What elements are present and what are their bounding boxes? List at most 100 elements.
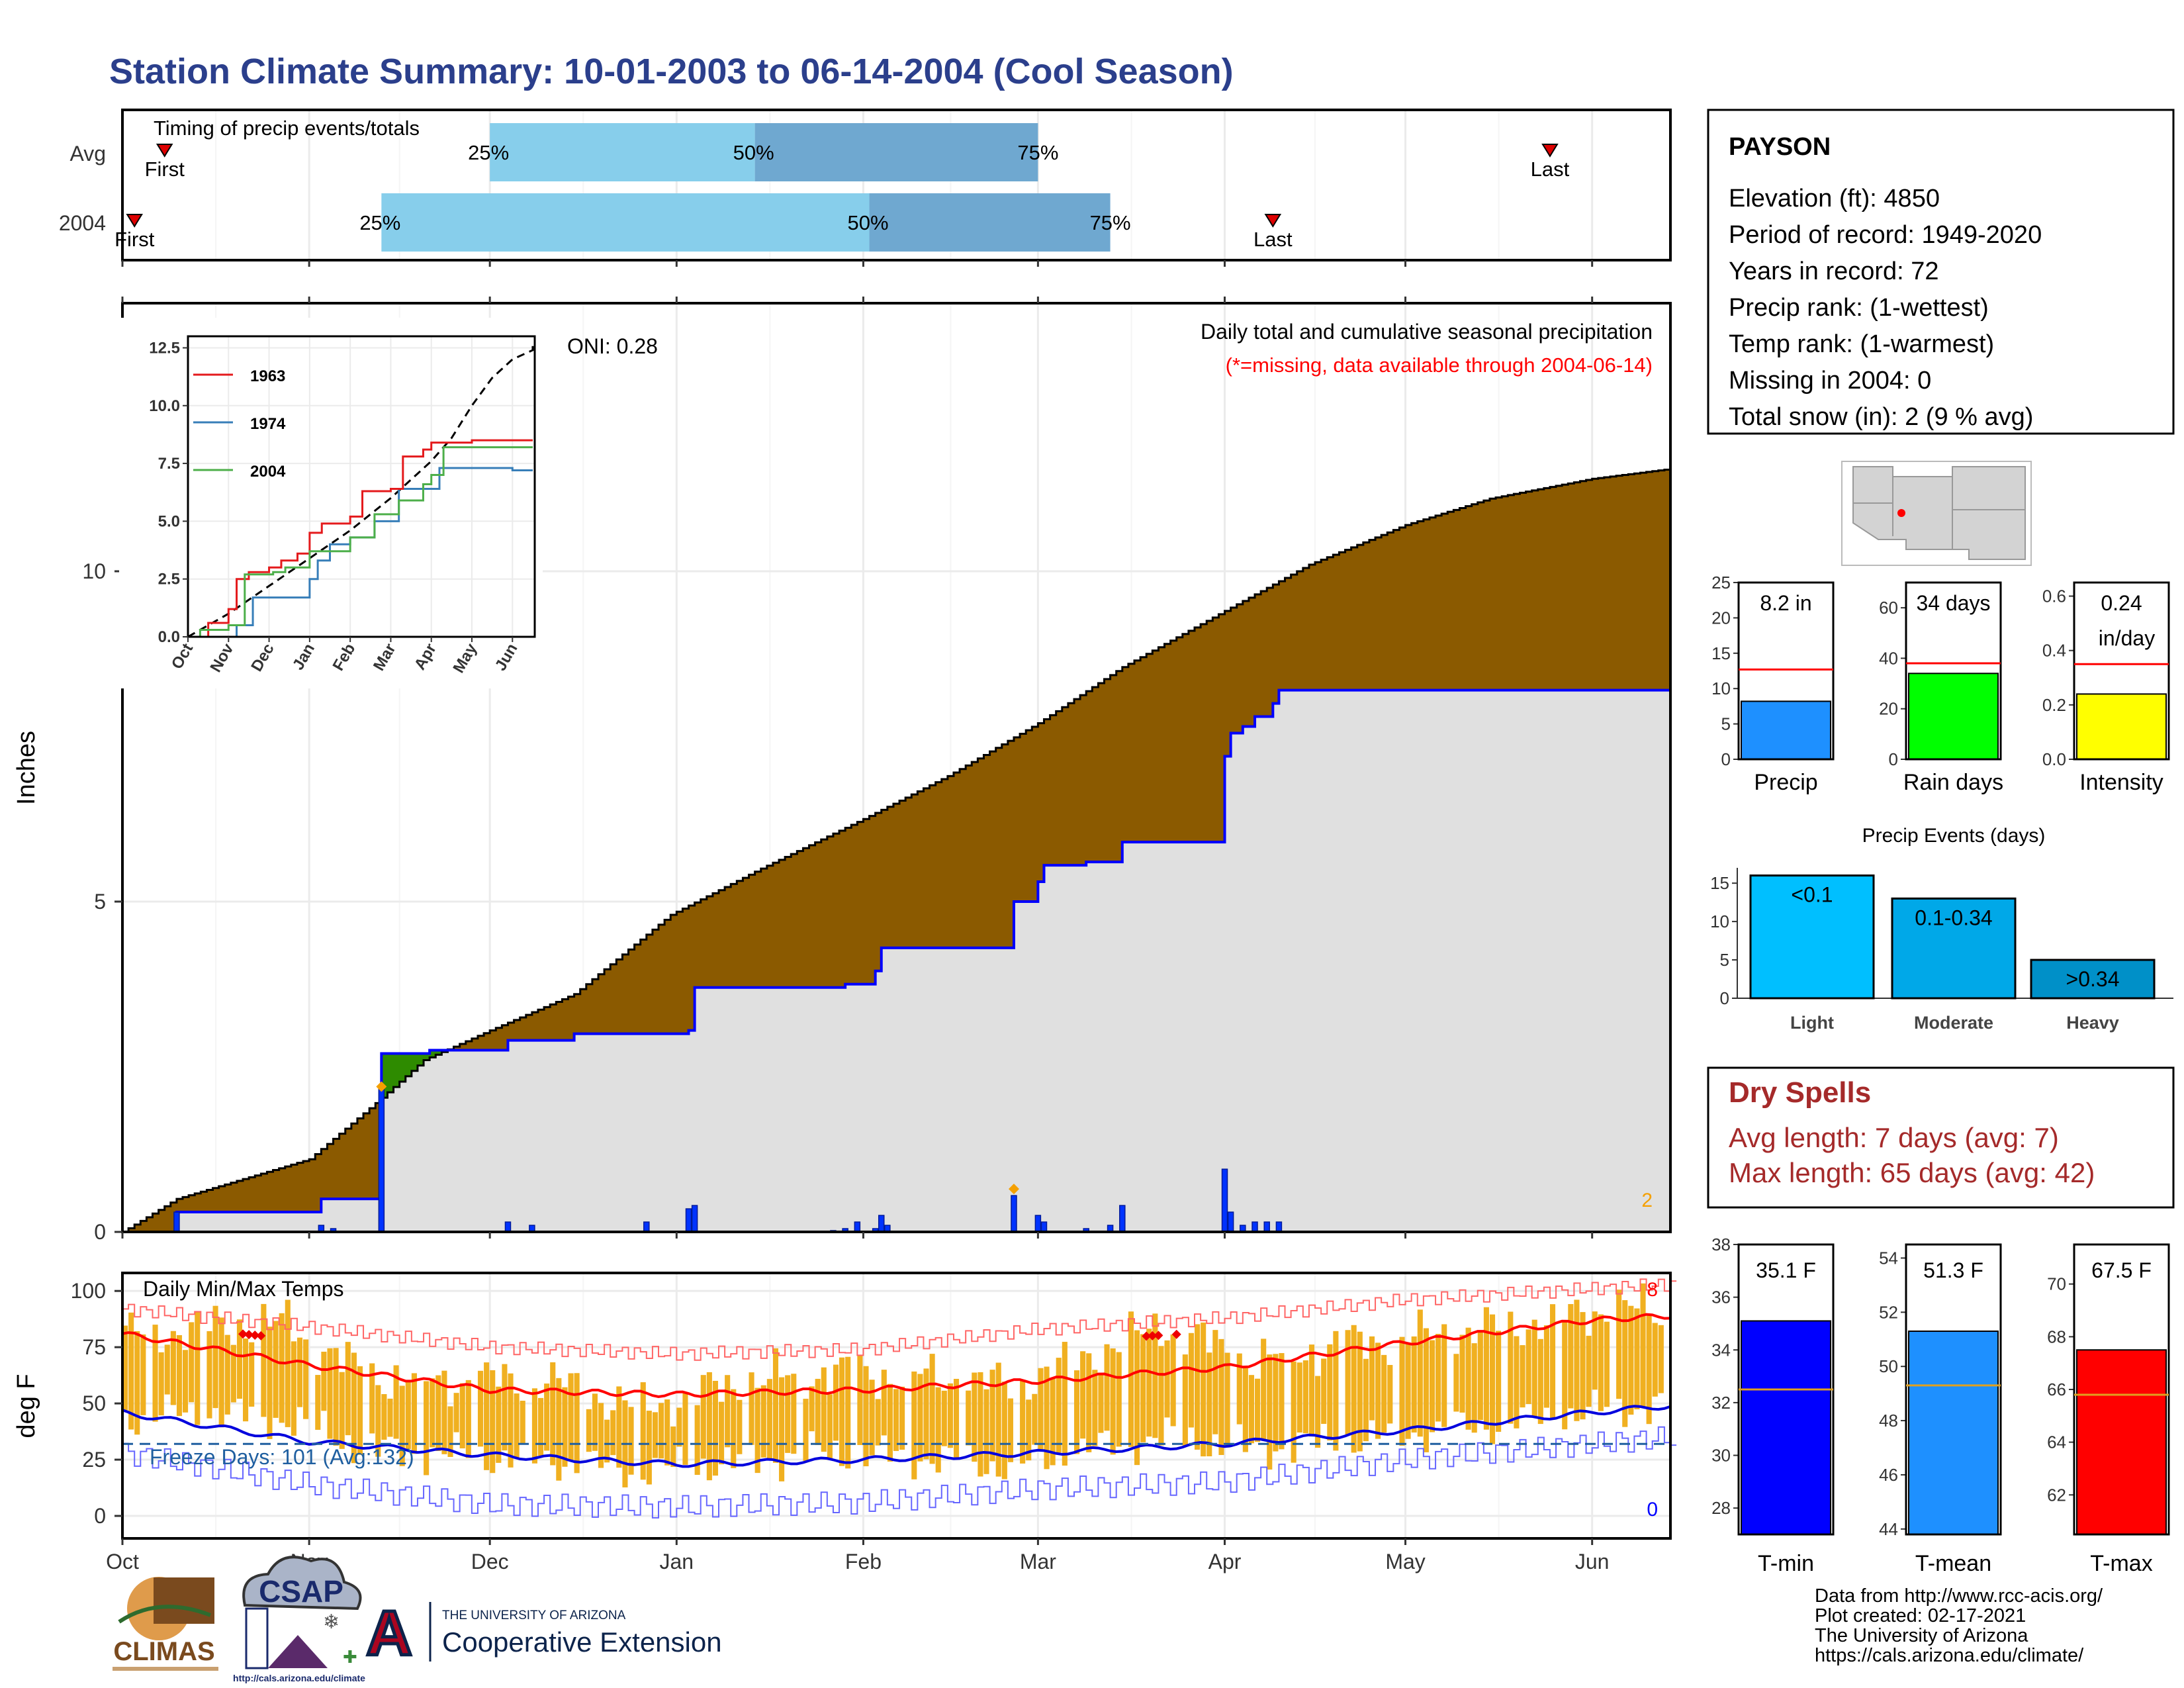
temp-daily-bar	[1543, 1325, 1549, 1408]
temp-daily-bar	[267, 1327, 273, 1439]
temp-daily-bar	[610, 1410, 616, 1456]
temp-daily-bar	[508, 1373, 514, 1468]
record-high-marker-icon	[244, 1330, 254, 1340]
record-high-marker-icon	[256, 1331, 266, 1340]
temp-daily-bar	[1050, 1378, 1056, 1466]
timing-last-marker-icon	[1264, 214, 1282, 228]
precip-y-tick-label: 5	[94, 890, 106, 914]
deficit-area	[122, 469, 1670, 1232]
station-info-box: PAYSON Elevation (ft): 4850 Period of re…	[1707, 109, 2175, 435]
temp-daily-bar	[291, 1341, 296, 1436]
temp-summary-category-label: T-max	[2090, 1551, 2152, 1576]
precip-y-axis: 0 5 10	[82, 297, 1594, 1244]
freeze-days-label: Freeze Days: 101 (Avg:132)	[150, 1445, 414, 1469]
csap-logo-snowflake-icon: ❄	[323, 1611, 340, 1633]
record-high-marker-icon	[1148, 1331, 1158, 1340]
temp-daily-bar	[1375, 1342, 1381, 1439]
temp-summary-t-mean: 44 46 48 50 52 54 51.3 F T-mean	[1879, 1243, 2002, 1576]
timing-q25-label: 25%	[468, 141, 509, 164]
temp-daily-bar	[496, 1386, 502, 1463]
temp-daily-bar	[1255, 1378, 1261, 1442]
climas-logo-block	[154, 1577, 214, 1624]
temp-summary-y-tick-label: 48	[1879, 1411, 1898, 1430]
temp-summary-y-tick-label: 34	[1711, 1340, 1731, 1360]
temp-daily-bars	[122, 1283, 1664, 1487]
ua-logo-small: THE UNIVERSITY OF ARIZONA	[442, 1609, 626, 1622]
temp-daily-bar	[315, 1375, 321, 1430]
temp-daily-bar	[1363, 1358, 1369, 1442]
temp-summary-y-tick-label: 62	[2047, 1485, 2066, 1505]
temp-daily-bar	[598, 1403, 604, 1468]
temp-daily-bar	[989, 1370, 995, 1462]
temp-daily-bar	[700, 1375, 706, 1459]
temp-daily-bar	[375, 1385, 381, 1457]
temp-daily-bar	[1646, 1314, 1652, 1425]
mini-bar-y-tick-label: 0	[1889, 749, 1898, 769]
temp-daily-bar	[1026, 1399, 1032, 1461]
temp-daily-bar	[399, 1385, 405, 1466]
temp-daily-bar	[1580, 1312, 1586, 1420]
inset-legend: 1963 1974 2004	[193, 367, 286, 481]
temp-daily-bar	[351, 1352, 357, 1464]
temp-daily-bar	[1604, 1321, 1610, 1407]
timing-panel: Timing of precip events/totals Avg 2004 …	[59, 109, 1672, 267]
events-bar-light	[1749, 874, 1875, 1000]
temp-daily-bar	[779, 1377, 785, 1481]
temp-daily-bar	[815, 1378, 821, 1446]
temp-y-tick-label: 0	[94, 1504, 106, 1528]
oni-label: ONI: 0.28	[567, 334, 658, 358]
temp-daily-bar	[1429, 1340, 1435, 1432]
temp-daily-bar	[1333, 1331, 1339, 1451]
temp-frame	[121, 1272, 1672, 1540]
daily-precip-bar	[854, 1221, 861, 1233]
temp-daily-bar	[604, 1419, 610, 1463]
temp-daily-bar	[261, 1303, 267, 1417]
mini-bar-y-tick-label: 0.2	[2042, 695, 2066, 715]
month-tick-label: Mar	[1020, 1550, 1056, 1573]
temp-daily-bar	[1279, 1353, 1285, 1450]
temp-daily-bar	[158, 1352, 164, 1416]
inset-line-1963	[188, 439, 533, 638]
map-states-shape	[1852, 466, 2026, 560]
mini-bar-category-label: Precip	[1754, 770, 1817, 795]
month-tick-label: Apr	[1208, 1550, 1242, 1573]
timing-q25-label: 25%	[359, 211, 400, 234]
temp-daily-bar	[731, 1389, 737, 1468]
mini-bar-y-tick-label: 0.6	[2042, 586, 2066, 606]
temp-daily-bar	[1658, 1325, 1664, 1393]
mini-bar-y-tick-label: 5	[1721, 714, 1731, 734]
station-temp-rank: Temp rank: (1-warmest)	[1729, 330, 1994, 358]
temp-daily-bar	[839, 1357, 845, 1466]
record-min-line	[122, 1426, 1677, 1519]
temp-daily-bar	[1218, 1338, 1224, 1456]
temp-daily-bar	[1562, 1322, 1568, 1430]
precip-y-tick-label: 0	[94, 1220, 106, 1244]
inset-lines	[187, 345, 534, 638]
temp-daily-bar	[122, 1325, 128, 1413]
temp-daily-bar	[1020, 1380, 1026, 1464]
temp-daily-bar	[152, 1325, 158, 1422]
csap-logo-mountain	[268, 1635, 328, 1668]
mini-bar-value-bar	[1741, 700, 1831, 760]
season-totals-bars: 0 5 10 15 20 25 8.2 in Precip 0 20 40 60 34 days Rain…	[1711, 573, 2170, 795]
temp-daily-bar	[785, 1375, 791, 1453]
temp-daily-bar	[929, 1354, 935, 1464]
events-bar-heavy	[2030, 959, 2156, 1000]
temp-daily-bar	[995, 1362, 1001, 1477]
month-tick-label: Dec	[471, 1550, 509, 1573]
station-name: PAYSON	[1729, 133, 1831, 161]
month-tick-label: Jan	[660, 1550, 694, 1573]
mini-bar-y-tick-label: 40	[1879, 648, 1898, 668]
record-high-marker-icon	[238, 1329, 248, 1339]
temp-summary-category-label: T-mean	[1915, 1551, 1991, 1576]
station-location-dot	[1897, 509, 1905, 517]
temp-daily-bar	[809, 1386, 815, 1432]
temp-daily-bar	[881, 1370, 887, 1436]
events-chart: 0 5 10 15 <0.1 Light 0.1-0.34 Moderate >0.34 Heav…	[1710, 868, 2173, 1033]
timing-bar-q50-q75	[869, 193, 1111, 252]
climas-logo-underline	[113, 1667, 218, 1671]
temp-daily-bar	[1525, 1329, 1531, 1405]
timing-q75-label: 75%	[1017, 141, 1058, 164]
timing-last-label: Last	[1253, 228, 1293, 251]
